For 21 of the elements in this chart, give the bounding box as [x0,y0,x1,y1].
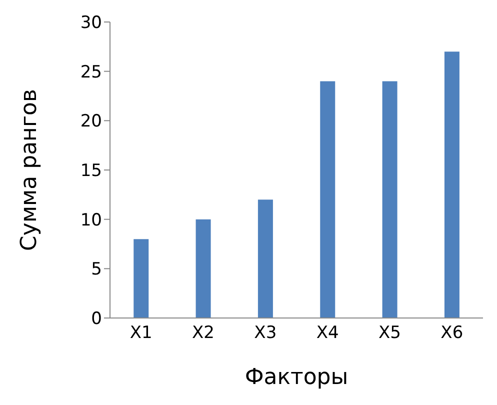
bar [444,52,460,318]
x-tick-label: X4 [316,323,339,344]
bar [134,239,149,318]
x-tick-label: X2 [192,323,214,344]
x-tick-label: X6 [440,323,464,344]
bar [382,81,398,318]
y-tick-label: 10 [80,210,102,230]
x-tick-label: X5 [378,323,401,344]
x-tick-label: X1 [130,323,152,344]
y-tick-label: 20 [80,112,102,132]
bar [258,200,273,318]
y-tick-label: 5 [91,260,102,280]
y-tick-label: 30 [80,13,102,34]
x-tick-label: X3 [254,323,277,344]
bar [320,81,336,318]
y-tick-label: 15 [80,161,102,182]
y-axis-title: Сумма рангов [16,89,42,251]
y-tick-label: 25 [80,62,102,82]
bar [196,219,211,318]
x-axis-title: Факторы [244,365,348,390]
y-tick-label: 0 [91,309,102,330]
